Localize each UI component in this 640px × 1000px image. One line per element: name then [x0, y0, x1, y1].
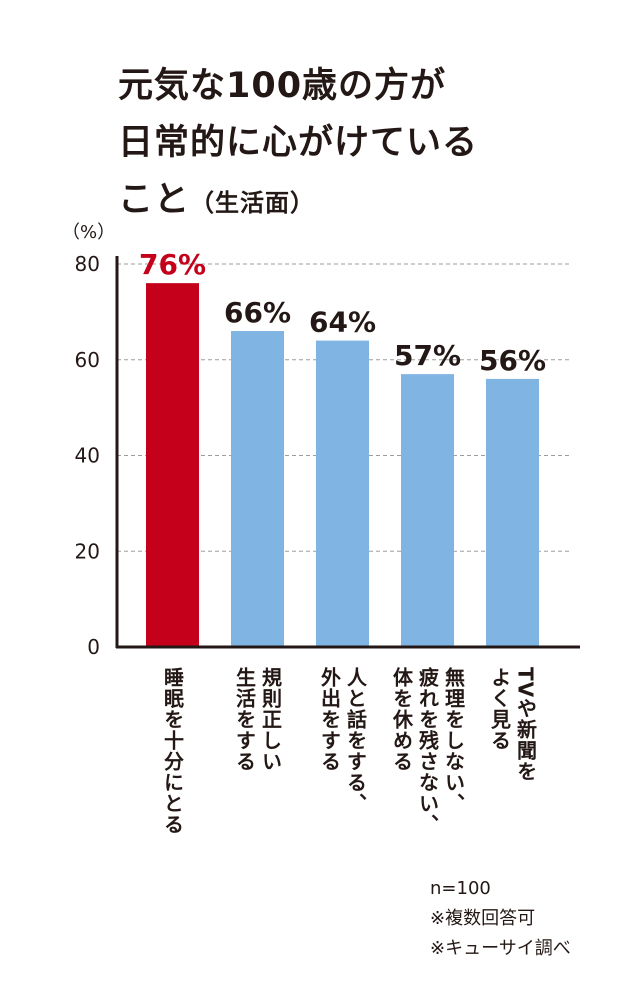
- bar: [231, 331, 284, 647]
- y-tick-label: 20: [75, 539, 100, 563]
- y-axis-unit: （%）: [62, 222, 115, 243]
- note-sample-size: n=100: [430, 878, 491, 899]
- category-label: 生活をする: [233, 667, 257, 772]
- category-label: 無理をしない、: [442, 666, 466, 814]
- y-tick-label: 60: [75, 348, 100, 372]
- title-line-3-text: こと: [118, 180, 191, 220]
- notes: n=100 ※複数回答可 ※キューサイ調べ: [430, 874, 571, 964]
- category-label: よく見る: [488, 667, 512, 751]
- bar: [316, 340, 369, 647]
- title-line-2: 日常的に心がけている: [118, 123, 479, 163]
- category-label: 疲れを残さない、: [416, 666, 440, 835]
- category-label: 外出をする: [318, 666, 342, 772]
- chart-title: 元気な100歳の方が 日常的に心がけている こと（生活面）: [118, 58, 618, 232]
- title-subtitle: （生活面）: [190, 189, 316, 217]
- bar: [146, 283, 199, 647]
- category-label: 体を休める: [390, 666, 414, 772]
- category-label: 睡眠を十分にとる: [161, 667, 185, 835]
- y-tick-label: 0: [87, 635, 100, 659]
- data-label: 66%: [224, 296, 291, 329]
- data-label: 64%: [309, 306, 376, 339]
- bar: [401, 374, 454, 647]
- note-source: ※キューサイ調べ: [430, 938, 571, 959]
- data-label: 57%: [394, 339, 461, 372]
- category-label: 人と話をする、: [344, 667, 368, 814]
- data-label: 56%: [479, 344, 546, 377]
- category-label: TVや新聞を: [514, 667, 538, 782]
- title-line-1: 元気な100歳の方が: [118, 66, 447, 106]
- title-line-3: こと（生活面）: [118, 172, 618, 232]
- data-label: 76%: [139, 248, 206, 281]
- category-label: 規則正しい: [259, 667, 283, 772]
- y-tick-label: 80: [75, 252, 100, 276]
- y-tick-label: 40: [75, 444, 100, 468]
- bar: [486, 378, 539, 647]
- note-multiple-answers: ※複数回答可: [430, 908, 536, 929]
